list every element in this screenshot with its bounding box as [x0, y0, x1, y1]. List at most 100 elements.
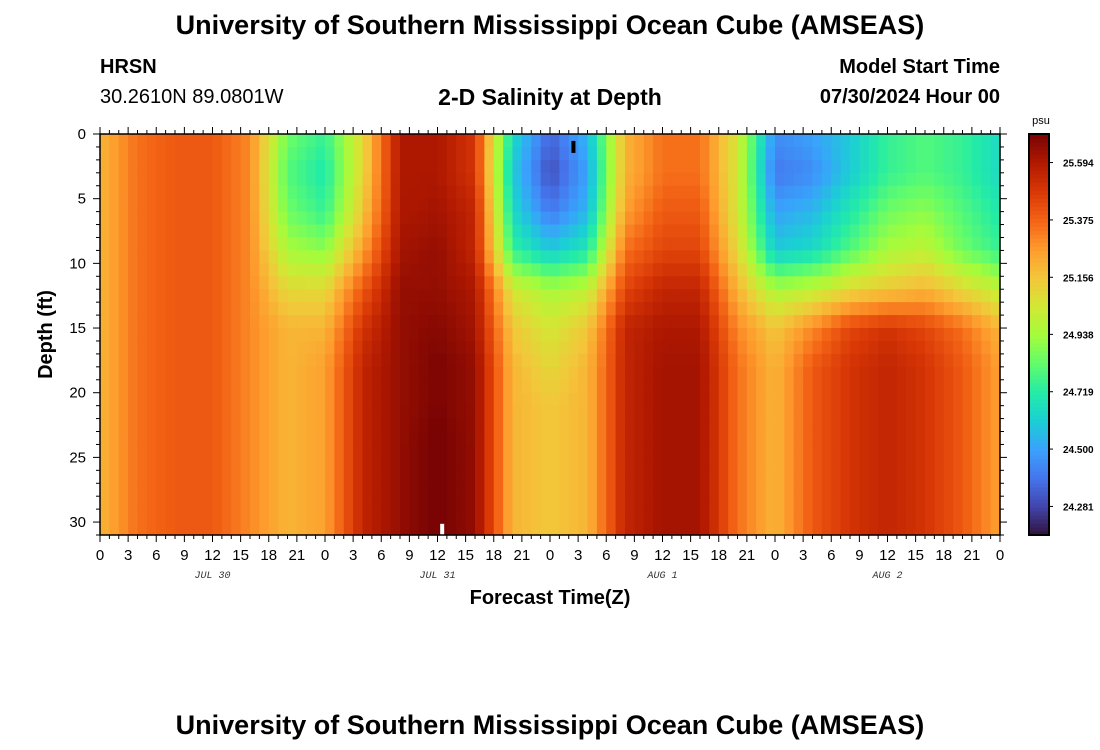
heatmap-cell: [925, 185, 935, 200]
x-tick-label: 9: [630, 547, 638, 564]
heatmap-cell: [634, 457, 645, 471]
heatmap-cell: [868, 418, 879, 433]
heatmap-cell: [465, 146, 476, 161]
heatmap-cell: [146, 250, 157, 264]
heatmap-cell: [465, 457, 476, 471]
heatmap-cell: [765, 159, 776, 174]
heatmap-cell: [428, 315, 439, 329]
heatmap-cell: [775, 392, 785, 407]
heatmap-cell: [456, 444, 467, 458]
heatmap-cell: [906, 444, 917, 458]
heatmap-cell: [943, 289, 954, 303]
heatmap-cell: [287, 392, 298, 407]
date-label: AUG 2: [871, 571, 902, 582]
heatmap-cell: [812, 146, 823, 161]
heatmap-cell: [268, 315, 279, 329]
heatmap-cell: [662, 328, 673, 342]
heatmap-cell: [878, 379, 889, 394]
heatmap-cell: [728, 211, 739, 226]
heatmap-cell: [231, 379, 242, 394]
heatmap-cell: [137, 146, 148, 161]
heatmap-cell: [137, 366, 148, 381]
heatmap-cell: [568, 185, 579, 200]
heatmap-cell: [446, 392, 457, 407]
heatmap-cell: [662, 418, 673, 433]
heatmap-cell: [831, 470, 842, 484]
heatmap-cell: [653, 431, 664, 446]
heatmap-cell: [793, 315, 804, 329]
heatmap-cell: [493, 457, 504, 471]
colorbar-segment: [1029, 334, 1049, 340]
heatmap-cell: [840, 431, 851, 446]
heatmap-cell: [465, 315, 476, 329]
heatmap-cell: [446, 159, 457, 174]
heatmap-cell: [409, 444, 420, 458]
heatmap-cell: [746, 405, 757, 420]
heatmap-cell: [418, 444, 429, 458]
heatmap-cell: [418, 522, 429, 536]
heatmap-cell: [428, 302, 439, 316]
heatmap-cell: [465, 522, 476, 536]
heatmap-cell: [362, 289, 373, 303]
colorbar-segment: [1029, 262, 1049, 267]
heatmap-cell: [962, 353, 973, 368]
heatmap-cell: [709, 159, 720, 174]
heatmap-cell: [700, 366, 710, 381]
heatmap-cell: [456, 172, 467, 187]
heatmap-cell: [681, 185, 692, 200]
heatmap-cell: [100, 250, 110, 264]
station-name: HRSN: [100, 56, 157, 78]
heatmap-cell: [325, 250, 335, 264]
heatmap-cell: [100, 431, 110, 446]
heatmap-cell: [118, 431, 129, 446]
heatmap-cell: [709, 134, 720, 148]
heatmap-cell: [634, 315, 645, 329]
heatmap-cell: [765, 340, 776, 355]
heatmap-cell: [756, 457, 767, 471]
heatmap-cell: [906, 496, 917, 510]
heatmap-cell: [671, 302, 682, 316]
heatmap-cell: [559, 185, 570, 200]
heatmap-cell: [381, 470, 392, 484]
heatmap-cell: [437, 328, 448, 342]
heatmap-cell: [203, 431, 214, 446]
heatmap-cell: [184, 470, 195, 484]
heatmap-cell: [625, 457, 635, 471]
heatmap-cell: [362, 302, 373, 316]
heatmap-cell: [681, 198, 692, 213]
heatmap-cell: [765, 483, 776, 497]
heatmap-cell: [981, 379, 992, 394]
x-tick-label: 18: [935, 547, 952, 564]
heatmap-cell: [296, 444, 307, 458]
heatmap-cell: [193, 224, 204, 239]
heatmap-cell: [446, 379, 457, 394]
heatmap-cell: [915, 185, 926, 200]
heatmap-cell: [409, 340, 420, 355]
heatmap-cell: [840, 302, 851, 316]
heatmap-cell: [306, 172, 317, 187]
heatmap-cell: [240, 276, 251, 290]
heatmap-cell: [559, 198, 570, 213]
heatmap-cell: [146, 211, 157, 226]
heatmap-cell: [718, 172, 729, 187]
heatmap-cell: [803, 470, 814, 484]
heatmap-cell: [240, 263, 251, 277]
heatmap-cell: [231, 392, 242, 407]
heatmap-cell: [203, 328, 214, 342]
heatmap-cell: [240, 185, 251, 200]
heatmap-cell: [915, 289, 926, 303]
heatmap-cell: [437, 496, 448, 510]
colorbar-segment: [1029, 258, 1049, 263]
heatmap-cell: [793, 302, 804, 316]
heatmap-cell: [512, 405, 523, 420]
heatmap-cell: [156, 522, 167, 536]
heatmap-cell: [409, 224, 420, 239]
heatmap-cell: [962, 250, 973, 264]
heatmap-cell: [146, 496, 157, 510]
heatmap-cell: [381, 444, 392, 458]
heatmap-cell: [325, 444, 335, 458]
heatmap-cell: [587, 159, 598, 174]
heatmap-cell: [296, 159, 307, 174]
heatmap-cell: [306, 470, 317, 484]
heatmap-cell: [306, 146, 317, 161]
